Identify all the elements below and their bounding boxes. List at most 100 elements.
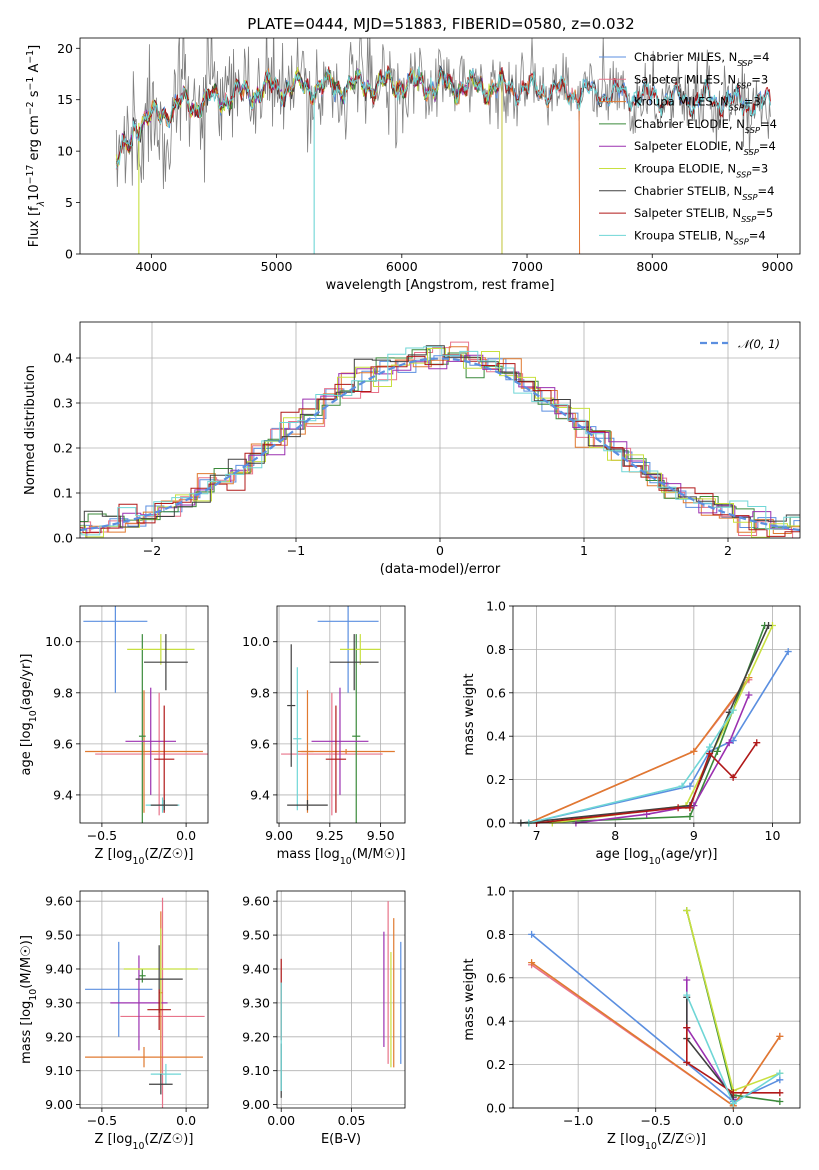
- legend-entry: Salpeter MILES, NSSP=3: [634, 72, 768, 90]
- errorbar-point: [287, 800, 328, 811]
- residual-histogram: [80, 345, 800, 530]
- errorbar-point: [287, 644, 296, 767]
- label-part: log: [19, 1001, 34, 1021]
- axes-frame: [512, 890, 801, 1109]
- x-tick-label: 1: [580, 543, 588, 558]
- y-axis-label: mass [log10(M/M☉)]: [19, 935, 39, 1064]
- errorbar-point: [150, 800, 178, 811]
- errorbar-point: [154, 705, 175, 813]
- label-part: 10: [28, 710, 39, 722]
- y-tick-label: 9.30: [242, 995, 270, 1010]
- x-tick-label: 8000: [636, 259, 668, 274]
- histograms: [80, 341, 800, 538]
- errorbar-point: [123, 928, 198, 1010]
- x-tick-label: 9000: [762, 259, 794, 274]
- x-tick-label: 7: [533, 828, 541, 843]
- weight-marker: [674, 804, 682, 812]
- weight-marker: [706, 750, 714, 758]
- label-part: E(B-V): [321, 1132, 361, 1147]
- weight-lines: [517, 622, 792, 827]
- weight-marker: [776, 1089, 784, 1097]
- axes-spectrum: 4000 5000 6000 7000 8000 9000 0 5 10 15 20 waveleng…: [25, 37, 801, 293]
- label-part: log: [113, 1132, 133, 1147]
- y-tick-label: 0.1: [53, 486, 73, 501]
- weight-marker: [713, 747, 721, 755]
- weight-series: [683, 1024, 784, 1097]
- y-tick-label: 0.6: [486, 685, 506, 700]
- label-part: SSP: [744, 147, 759, 157]
- y-tick-label: 0.0: [486, 1101, 506, 1116]
- label-part: 10: [133, 1141, 145, 1152]
- y-tick-label: 0.4: [486, 729, 506, 744]
- y-tick-label: 0.0: [486, 816, 506, 831]
- errorbar-point: [311, 687, 369, 795]
- y-axis-label: Normed distribution: [23, 365, 38, 495]
- label-part: Kroupa STELIB,: [634, 228, 725, 242]
- label-part: (age/yr)]: [19, 654, 34, 711]
- x-tick-label: 9.50: [367, 828, 395, 843]
- x-axis-label: Z [log10(Z/Z☉)]: [95, 847, 194, 867]
- y-tick-label: 0: [65, 247, 73, 262]
- errorbars: [83, 606, 208, 823]
- model-spectrum: [115, 66, 771, 169]
- weight-marker: [729, 706, 737, 714]
- label-part: =4: [760, 117, 777, 131]
- x-tick-label: −0.5: [87, 828, 117, 843]
- weight-series: [525, 648, 792, 827]
- spectrum-lines: [115, 38, 771, 254]
- axes-frame: [79, 321, 801, 539]
- axes-frame: [79, 37, 801, 255]
- legend-entry: Chabrier ELODIE, NSSP=4: [634, 117, 777, 135]
- errorbars: [281, 606, 395, 823]
- label-part: Z [: [607, 1132, 625, 1147]
- legend-entry: Kroupa ELODIE, NSSP=3: [634, 162, 768, 180]
- errorbar-point: [85, 1046, 203, 1068]
- label-part: =4: [749, 228, 766, 242]
- label-part: log: [625, 1132, 645, 1147]
- grid: [277, 891, 405, 1108]
- label-part: =4: [757, 184, 774, 198]
- label-part: N: [732, 206, 741, 220]
- errorbar-point: [149, 1074, 173, 1095]
- label-part: N: [725, 228, 734, 242]
- y-tick-label: 1.0: [486, 599, 506, 614]
- x-tick-label: −0.5: [641, 1113, 671, 1128]
- axes-frame: [512, 605, 801, 824]
- label-part: age [: [19, 742, 34, 775]
- label-part: N: [736, 117, 745, 131]
- axes-frame: [276, 890, 406, 1109]
- label-part: SSP: [741, 214, 756, 224]
- weight-marker: [776, 1069, 784, 1077]
- residual-histogram: [80, 346, 800, 536]
- weight-marker: [706, 743, 714, 751]
- label-part: erg cm: [27, 115, 42, 164]
- y-axis-label: mass weight: [462, 673, 477, 755]
- label-part: =5: [756, 206, 773, 220]
- y-tick-label: 0.3: [53, 396, 73, 411]
- legend-entry: Chabrier STELIB, NSSP=4: [634, 184, 774, 202]
- label-part: −1: [25, 77, 36, 91]
- y-tick-label: 0.8: [486, 927, 506, 942]
- x-axis-label: Z [log10(Z/Z☉)]: [95, 1132, 194, 1152]
- y-tick-label: 0.2: [486, 1057, 506, 1072]
- errorbar-point: [147, 989, 171, 1031]
- weight-line: [528, 677, 750, 824]
- y-tick-label: 9.00: [242, 1097, 270, 1112]
- y-tick-label: 10: [57, 144, 73, 159]
- errorbar-point: [352, 634, 361, 823]
- x-tick-label: 0: [436, 543, 444, 558]
- label-part: log: [320, 847, 340, 862]
- label-part: Z [: [95, 847, 113, 862]
- weight-line: [528, 709, 734, 824]
- label-part: N: [720, 95, 729, 109]
- label-part: −1: [25, 50, 36, 64]
- legend-entry: Kroupa STELIB, NSSP=4: [634, 228, 766, 246]
- y-tick-label: 9.4: [250, 787, 270, 802]
- label-part: (Z/Z☉)]: [657, 1132, 706, 1147]
- label-part: Z [: [95, 1132, 113, 1147]
- weight-marker: [729, 773, 737, 781]
- weight-marker: [765, 622, 773, 630]
- x-axis-label: Z [log10(Z/Z☉)]: [607, 1132, 706, 1152]
- weight-lines: [528, 907, 784, 1110]
- errorbar-point: [127, 634, 195, 665]
